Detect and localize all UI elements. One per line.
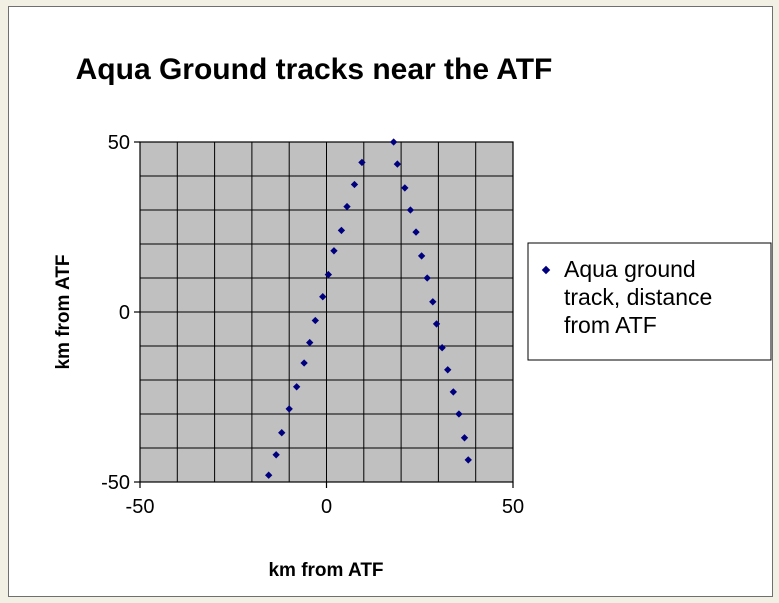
legend-label-line: track, distance: [564, 284, 712, 310]
data-point: [393, 160, 402, 168]
legend-label-line: from ATF: [564, 312, 657, 338]
data-point: [389, 138, 398, 146]
data-point: [272, 451, 280, 459]
chart-title: Aqua Ground tracks near the ATF: [76, 53, 553, 86]
legend-label: Aqua ground track, distance from ATF: [564, 256, 712, 338]
legend-label-line: Aqua ground: [564, 256, 696, 282]
axes: [134, 141, 514, 488]
data-point: [444, 366, 452, 374]
data-point: [330, 247, 338, 255]
data-point: [438, 344, 446, 352]
data-point: [292, 383, 301, 391]
y-tick-label: 0: [119, 302, 130, 324]
chart-frame: Aqua Ground tracks near the ATF -50 0 50 -5…: [8, 6, 773, 597]
gridlines: [140, 142, 513, 482]
data-point: [285, 405, 293, 413]
y-axis-label: km from ATF: [53, 254, 74, 369]
data-point: [306, 338, 314, 347]
data-point: [449, 388, 457, 396]
data-point: [429, 298, 437, 306]
legend-marker: [541, 265, 551, 275]
legend: Aqua ground track, distance from ATF: [527, 242, 772, 361]
data-point: [464, 456, 472, 464]
x-tick-label: 50: [502, 496, 524, 518]
data-point: [265, 471, 273, 479]
x-tick-label: 0: [321, 496, 332, 518]
data-point: [455, 410, 463, 418]
data-point: [343, 202, 351, 211]
data-point: [460, 434, 469, 442]
data-point: [350, 180, 359, 189]
data-point: [311, 316, 319, 325]
data-point: [423, 274, 431, 282]
x-axis-label: km from ATF: [268, 560, 383, 581]
data-point: [432, 320, 441, 328]
data-point: [300, 359, 308, 367]
legend-box: [527, 242, 772, 361]
chart-svg: Aqua Ground tracks near the ATF -50 0 50-5…: [53, 53, 772, 581]
tick-labels: -50 0 50 -50 0 50: [101, 132, 524, 518]
data-point: [319, 293, 327, 301]
data-point: [278, 429, 286, 437]
x-tick-label: -50: [126, 496, 155, 518]
y-tick-label: -50: [101, 472, 130, 494]
data-point: [324, 270, 333, 279]
y-tick-label: 50: [108, 132, 130, 154]
